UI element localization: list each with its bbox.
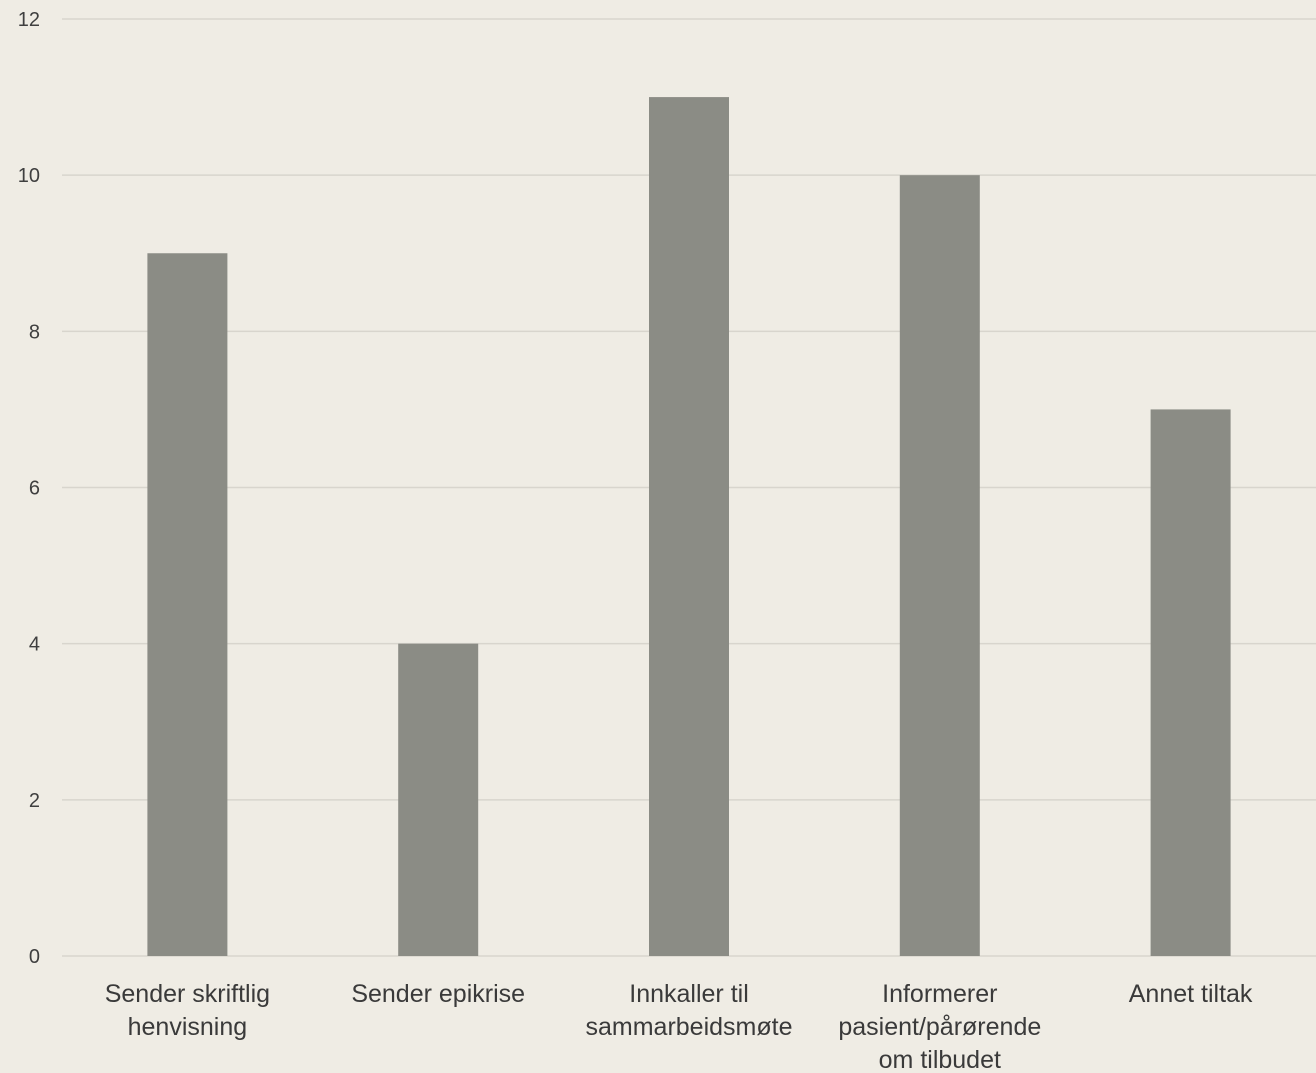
y-tick-label-6: 6 [29,478,40,500]
y-axis-ticks: 0 2 4 6 8 10 12 [18,9,40,968]
x-category-label-line: Informerer [882,980,997,1008]
x-category-label-1: Sender skriftlig henvisning [105,980,270,1041]
x-category-label-line: Sender skriftlig [105,980,270,1008]
x-category-label-line: om tilbudet [879,1046,1001,1073]
bar-3 [649,97,729,957]
x-category-label-line: sammarbeidsmøte [586,1013,793,1041]
y-tick-label-2: 2 [29,790,40,812]
x-category-label-5: Annet tiltak [1129,980,1253,1008]
y-tick-label-4: 4 [29,634,40,656]
y-tick-label-12: 12 [18,9,40,31]
x-category-label-line: henvisning [128,1013,248,1041]
y-tick-label-8: 8 [29,321,40,343]
y-tick-label-0: 0 [29,946,40,968]
x-category-label-line: Innkaller til [629,980,749,1008]
bar-4 [899,175,980,956]
x-category-label-2: Sender epikrise [351,980,525,1008]
bar-5 [1150,409,1231,957]
bars [147,97,1231,957]
y-tick-label-10: 10 [18,165,40,187]
x-category-label-3: Innkaller til sammarbeidsmøte [586,980,793,1041]
x-axis-labels: Sender skriftlig henvisning Sender epikris… [105,980,1253,1073]
bar-1 [147,253,228,956]
x-category-label-line: pasient/pårørende [838,1013,1041,1041]
x-category-label-line: Sender epikrise [351,980,525,1008]
bar-2 [398,643,479,956]
x-category-label-4: Informerer pasient/pårørende om tilbudet [838,980,1041,1073]
x-category-label-line: Annet tiltak [1129,980,1253,1008]
